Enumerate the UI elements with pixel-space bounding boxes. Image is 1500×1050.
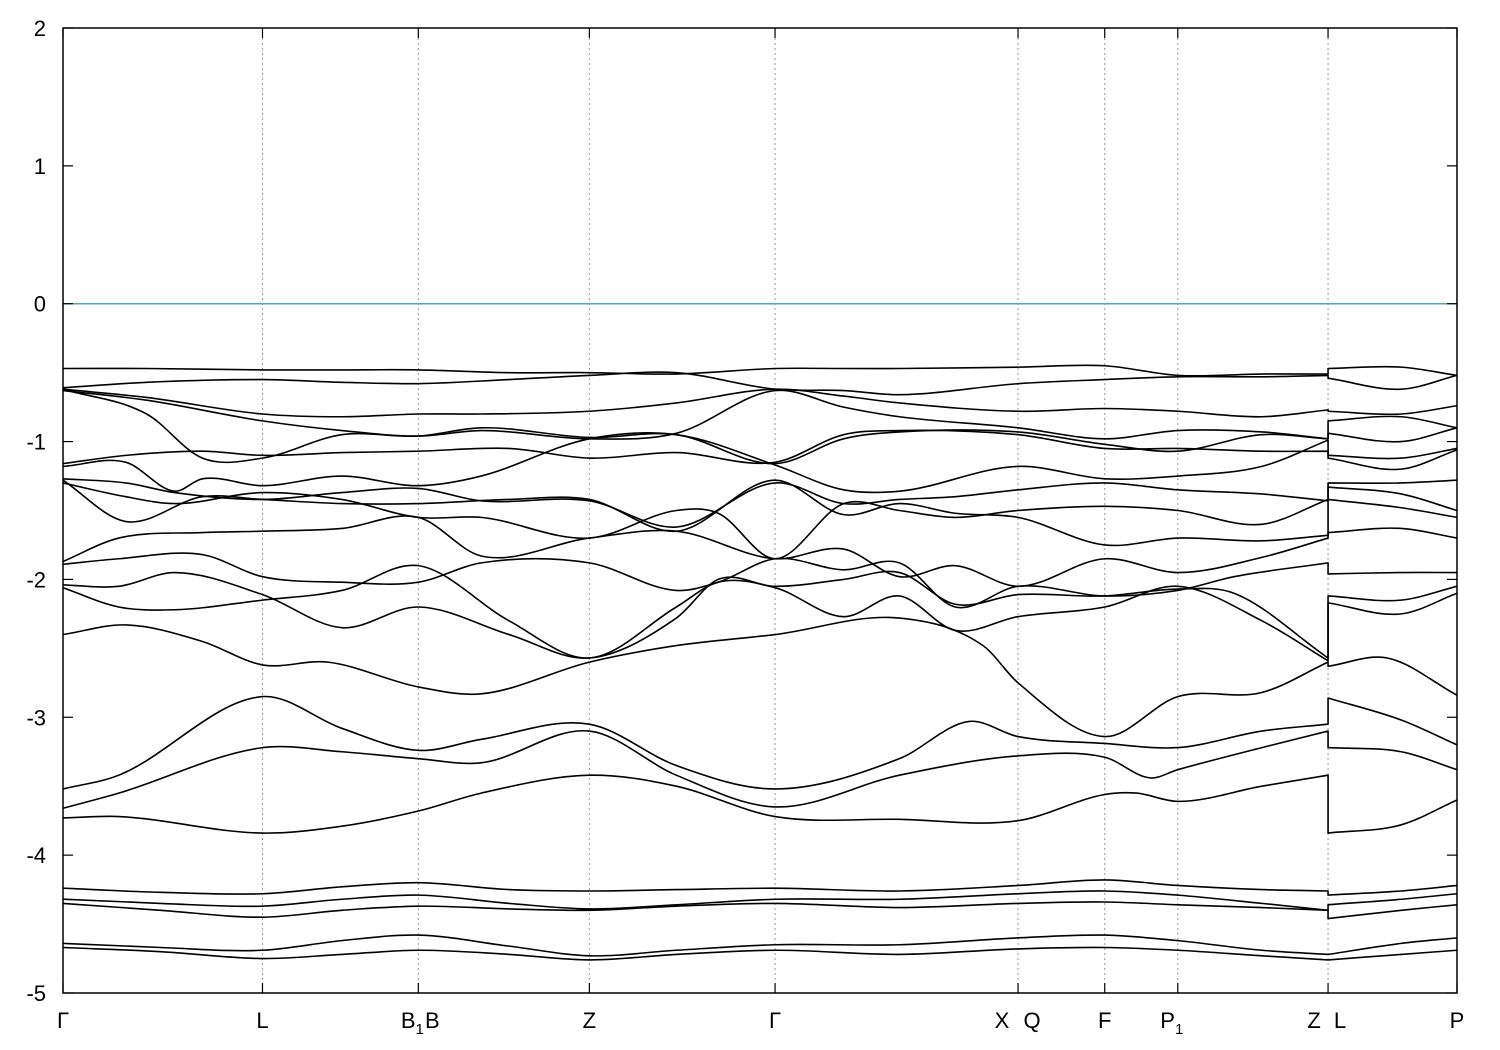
x-tick-label: B1 (401, 1008, 424, 1038)
tick-labels: 210-1-2-3-4-5Γ L B1 B Z Γ X Q F P1 Z L P (26, 16, 1464, 1038)
band-line-9 (62, 564, 1458, 662)
band-line-21 (62, 371, 1458, 396)
y-tick-label: 0 (34, 292, 46, 317)
band-line-5 (62, 774, 1458, 834)
band-line-8 (62, 616, 1458, 738)
band-line-6 (62, 730, 1458, 810)
x-tick-label: L (256, 1008, 268, 1033)
plot-frame (62, 27, 1458, 994)
x-tick-label: Γ (57, 1008, 69, 1033)
y-tick-label: -2 (26, 567, 46, 592)
axes (62, 27, 1458, 994)
x-tick-subscript: 1 (1175, 1021, 1183, 1038)
band-line-19 (62, 389, 1458, 440)
x-tick-label: F (1098, 1008, 1111, 1033)
band-line-17 (62, 429, 1458, 465)
band-line-1 (62, 934, 1458, 957)
band-line-22 (62, 364, 1458, 377)
x-tick-label: Γ (769, 1008, 781, 1033)
band-line-13 (62, 479, 1458, 547)
band-line-7 (62, 695, 1458, 790)
x-tick-label: L (1334, 1008, 1346, 1033)
band-line-12 (62, 515, 1458, 588)
y-tick-label: 2 (34, 16, 46, 41)
x-tick-label: B (425, 1008, 440, 1033)
x-tick-label: P1 (1160, 1008, 1183, 1038)
band-line-4 (62, 879, 1458, 896)
x-tick-subscript: 1 (416, 1021, 424, 1038)
band-line-3 (62, 890, 1458, 912)
x-tick-label: Z (1307, 1008, 1320, 1033)
x-tick-label: X (995, 1008, 1010, 1033)
band-line-10 (62, 570, 1458, 659)
y-tick-label: -3 (26, 705, 46, 730)
band-line-15 (62, 477, 1458, 528)
x-tick-label: P (1450, 1008, 1465, 1033)
x-tick-label: Z (583, 1008, 596, 1033)
y-tick-label: 1 (34, 154, 46, 179)
grid-lines (261, 28, 1329, 993)
y-tick-label: -1 (26, 430, 46, 455)
y-tick-label: -5 (26, 981, 46, 1006)
bands (62, 364, 1458, 961)
band-line-16 (62, 432, 1458, 494)
x-tick-label: Q (1023, 1008, 1040, 1033)
band-line-2 (62, 901, 1458, 920)
band-line-0 (62, 946, 1458, 961)
y-tick-label: -4 (26, 843, 46, 868)
band-line-14 (62, 482, 1458, 560)
band-line-18 (62, 388, 1458, 465)
